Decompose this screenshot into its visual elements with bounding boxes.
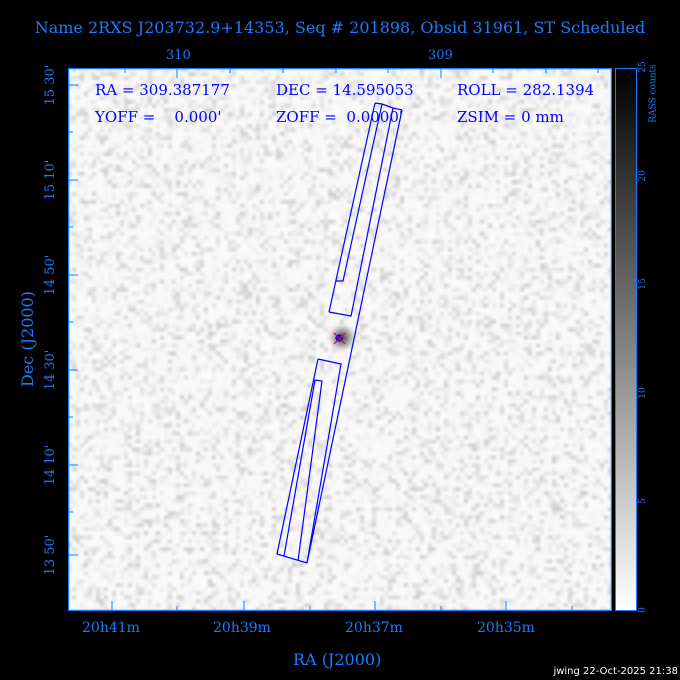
ra-readout: RA = 309.387177 [95, 81, 230, 99]
plot-title: Name 2RXS J203732.9+14353, Seq # 201898,… [34, 18, 646, 37]
colorbar-tick-label: 0 [638, 607, 648, 613]
top-tick-label: 310 [166, 48, 191, 63]
zsim-readout: ZSIM = 0 mm [457, 108, 564, 126]
left-tick-label: 15 10' [43, 159, 58, 201]
colorbar-label: RASS counts [648, 64, 659, 123]
sky-image: RA = 309.387177 DEC = 14.595053 ROLL = 2… [68, 68, 612, 611]
left-tick-label: 15 30' [43, 64, 58, 106]
x-axis-label: RA (J2000) [293, 650, 382, 669]
left-tick-label: 14 30' [43, 349, 58, 391]
y-axis-label: Dec (J2000) [18, 291, 37, 387]
roll-readout: ROLL = 282.1394 [457, 81, 595, 99]
plot-frame [68, 68, 612, 611]
timestamp: jwing 22-Oct-2025 21:38 [553, 666, 678, 677]
overlay [68, 68, 612, 611]
bottom-tick-label: 20h35m [477, 620, 535, 636]
aca-field-outline [276, 102, 403, 564]
top-tick-label: 309 [428, 48, 453, 63]
bottom-tick-label: 20h41m [82, 620, 140, 636]
bottom-tick-label: 20h37m [345, 620, 403, 636]
left-tick-label: 14 50' [43, 254, 58, 296]
zoff-readout: ZOFF = 0.0000' [276, 108, 404, 126]
colorbar-tick-label: 10 [638, 387, 648, 399]
colorbar-tick-label: 20 [638, 169, 648, 182]
colorbar [615, 68, 637, 611]
bottom-tick-label: 20h39m [213, 620, 271, 636]
left-tick-label: 13 50' [43, 534, 58, 576]
colorbar-tick-label: 15 [638, 278, 648, 290]
colorbar-tick-label: 5 [638, 498, 648, 505]
yoff-readout: YOFF = 0.000' [95, 108, 222, 126]
left-tick-label: 14 10' [43, 444, 58, 486]
dec-readout: DEC = 14.595053 [276, 81, 414, 99]
